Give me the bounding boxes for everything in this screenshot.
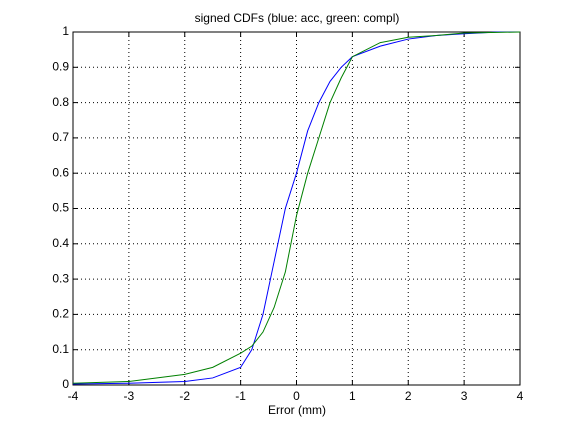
x-tick-label: 4	[517, 389, 524, 403]
x-tick-label: -3	[124, 389, 135, 403]
plot-frame	[72, 31, 521, 386]
y-tick-label: 0.6	[52, 165, 69, 179]
y-tick-label: 0.2	[52, 307, 69, 321]
y-tick-label: 0.3	[52, 271, 69, 285]
x-axis-label: Error (mm)	[268, 403, 326, 417]
data-line	[72, 31, 521, 384]
chart-title: signed CDFs (blue: acc, green: compl)	[195, 11, 400, 25]
x-tick-label: 1	[349, 389, 356, 403]
y-tick-label: 1	[62, 24, 69, 38]
x-tick-label: -1	[235, 389, 246, 403]
x-tick-label: -4	[68, 389, 79, 403]
x-tick-label: 0	[293, 389, 300, 403]
y-tick-label: 0.5	[52, 201, 69, 215]
y-tick-label: 0.8	[52, 95, 69, 109]
y-tick-label: 0.9	[52, 59, 69, 73]
x-tick-label: -2	[179, 389, 190, 403]
y-tick-label: 0.4	[52, 236, 69, 250]
y-tick-label: 0.1	[52, 342, 69, 356]
y-tick-label: 0	[62, 377, 69, 391]
y-tick-label: 0.7	[52, 130, 69, 144]
data-line	[72, 31, 520, 385]
x-tick-label: 2	[405, 389, 412, 403]
x-tick-label: 3	[461, 389, 468, 403]
